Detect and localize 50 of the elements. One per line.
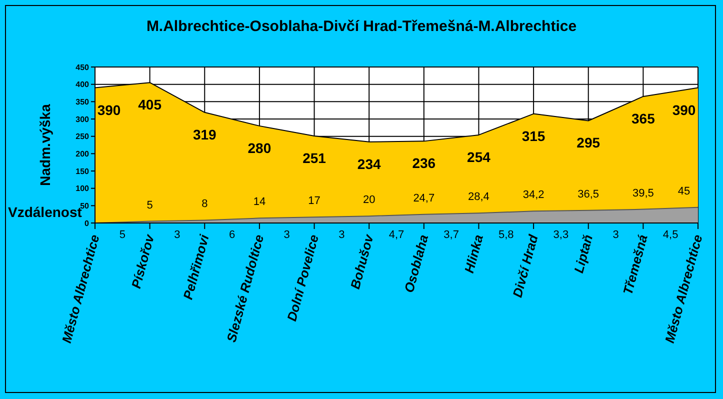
text: 3,7: [444, 229, 459, 241]
y-tick-label: 100: [76, 184, 90, 194]
text: 3,3: [553, 229, 569, 241]
y-tick-label: 200: [76, 150, 90, 159]
y-tick-label: 150: [76, 166, 90, 176]
x-tick-label: Hlinka: [461, 233, 486, 275]
text: 4,5: [662, 229, 678, 241]
data-label: 280: [248, 140, 272, 156]
data-label: 20: [362, 194, 376, 206]
data-label: 251: [302, 150, 326, 166]
data-label: 390: [97, 102, 121, 118]
data-label: 254: [467, 148, 491, 165]
data-label: 315: [522, 128, 546, 144]
data-label: 36,5: [578, 188, 600, 200]
data-label: 34,2: [522, 189, 544, 202]
data-label: 319: [192, 126, 217, 142]
y-tick-label: 300: [76, 114, 90, 124]
data-label: 405: [138, 96, 162, 113]
data-label: 5: [146, 199, 153, 212]
data-label: 17: [308, 195, 320, 208]
y-tick-label: 400: [76, 80, 90, 90]
y-tick-label: 350: [76, 98, 90, 107]
text: 3: [338, 229, 345, 241]
chart-title: M.Albrechtice-Osoblaha-Divčí Hrad-Třemešná-M.Albrechtice: [145, 18, 578, 35]
data-label: 295: [576, 134, 600, 151]
text: 4,7: [388, 229, 406, 241]
data-label: 28,4: [468, 191, 490, 204]
data-label: 39,5: [632, 187, 654, 200]
data-label: 390: [672, 102, 696, 118]
data-label: 24,7: [413, 192, 435, 204]
y-tick-label: 250: [76, 132, 90, 142]
data-label: 8: [202, 198, 208, 210]
y-axis-title: Nadm.výška: [36, 104, 53, 186]
data-label: 45: [678, 185, 690, 198]
x-tick-label: Bohušov: [347, 232, 377, 291]
data-label: 234: [357, 156, 381, 172]
data-label: 365: [632, 110, 656, 126]
text: 3: [612, 229, 619, 241]
series-label: Vzdálenost: [8, 204, 82, 220]
x-tick-label: Pískořov: [128, 232, 158, 290]
x-tick-label: Liptaň: [571, 233, 596, 275]
data-label: 236: [412, 155, 436, 172]
text: 5: [119, 229, 126, 241]
y-tick-label: 450: [76, 62, 90, 72]
text: 5,8: [497, 229, 515, 241]
data-label: 14: [253, 196, 266, 208]
y-tick-label: 0: [84, 218, 90, 228]
text: 3: [173, 229, 182, 241]
text: 6: [228, 229, 236, 241]
text: 3: [282, 229, 291, 241]
